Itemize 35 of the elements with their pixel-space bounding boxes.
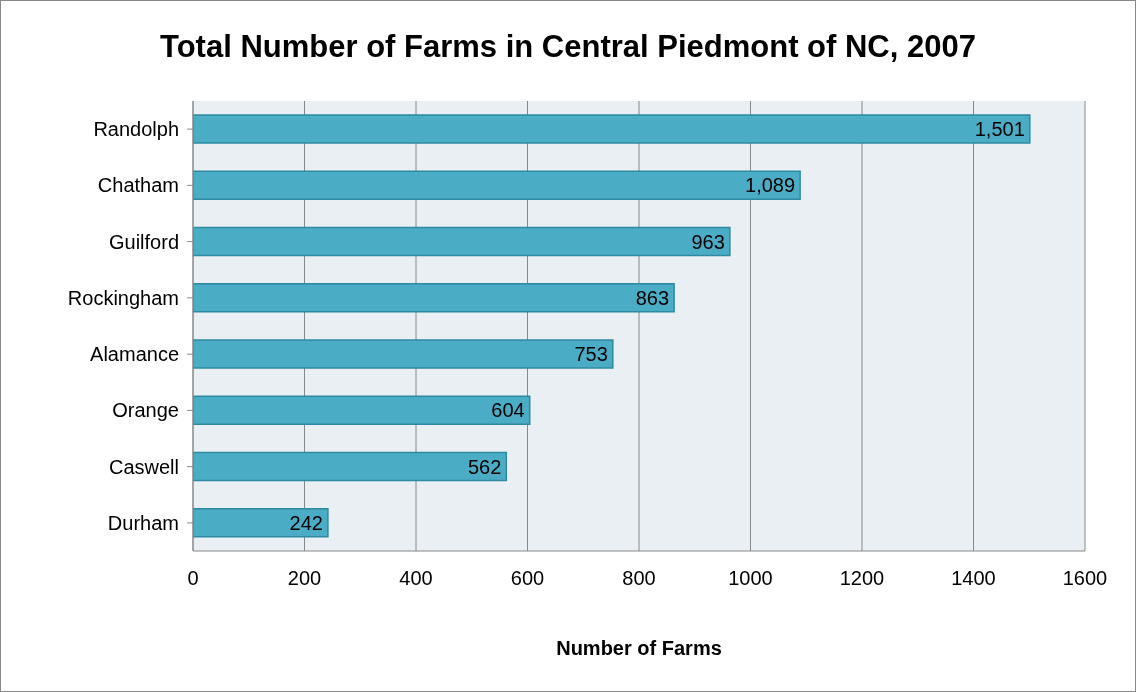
x-tick-label: 1600 bbox=[1062, 567, 1108, 590]
x-tick-label: 800 bbox=[622, 567, 656, 590]
bar bbox=[193, 451, 508, 482]
y-tick-label: Randolph bbox=[93, 118, 179, 141]
data-label: 963 bbox=[691, 230, 725, 253]
y-tick-label: Durham bbox=[107, 511, 179, 534]
data-label: 562 bbox=[467, 455, 502, 478]
y-tick-label: Orange bbox=[112, 399, 179, 422]
y-tick-label: Rockingham bbox=[67, 286, 179, 309]
y-tick-label: Caswell bbox=[108, 455, 179, 478]
data-label: 1,089 bbox=[745, 174, 796, 197]
x-tick-label: 1400 bbox=[951, 567, 996, 590]
bar bbox=[193, 283, 675, 313]
x-tick-label: 1200 bbox=[839, 567, 885, 590]
chart-title: Total Number of Farms in Central Piedmont of NC, 2007 bbox=[159, 29, 977, 65]
y-tick-label: Chatham bbox=[97, 174, 179, 197]
x-tick-label: 1000 bbox=[728, 567, 773, 590]
bar bbox=[193, 339, 614, 369]
y-tick-label: Guilford bbox=[108, 230, 179, 253]
data-label: 242 bbox=[289, 511, 323, 534]
data-label: 604 bbox=[491, 399, 525, 422]
bar bbox=[193, 170, 801, 200]
bar bbox=[193, 114, 1031, 144]
bar bbox=[193, 395, 531, 425]
data-label: 863 bbox=[635, 286, 670, 309]
x-tick-label: 400 bbox=[399, 567, 433, 590]
x-tick-label: 0 bbox=[187, 567, 199, 590]
y-tick-label: Alamance bbox=[90, 343, 179, 366]
x-tick-label: 200 bbox=[287, 567, 322, 590]
bar bbox=[193, 508, 329, 538]
data-label: 1,501 bbox=[974, 118, 1025, 141]
x-tick-label: 600 bbox=[510, 567, 545, 590]
bar bbox=[193, 226, 731, 257]
x-axis-title: Number of Farms bbox=[555, 637, 723, 660]
data-label: 753 bbox=[574, 343, 608, 366]
